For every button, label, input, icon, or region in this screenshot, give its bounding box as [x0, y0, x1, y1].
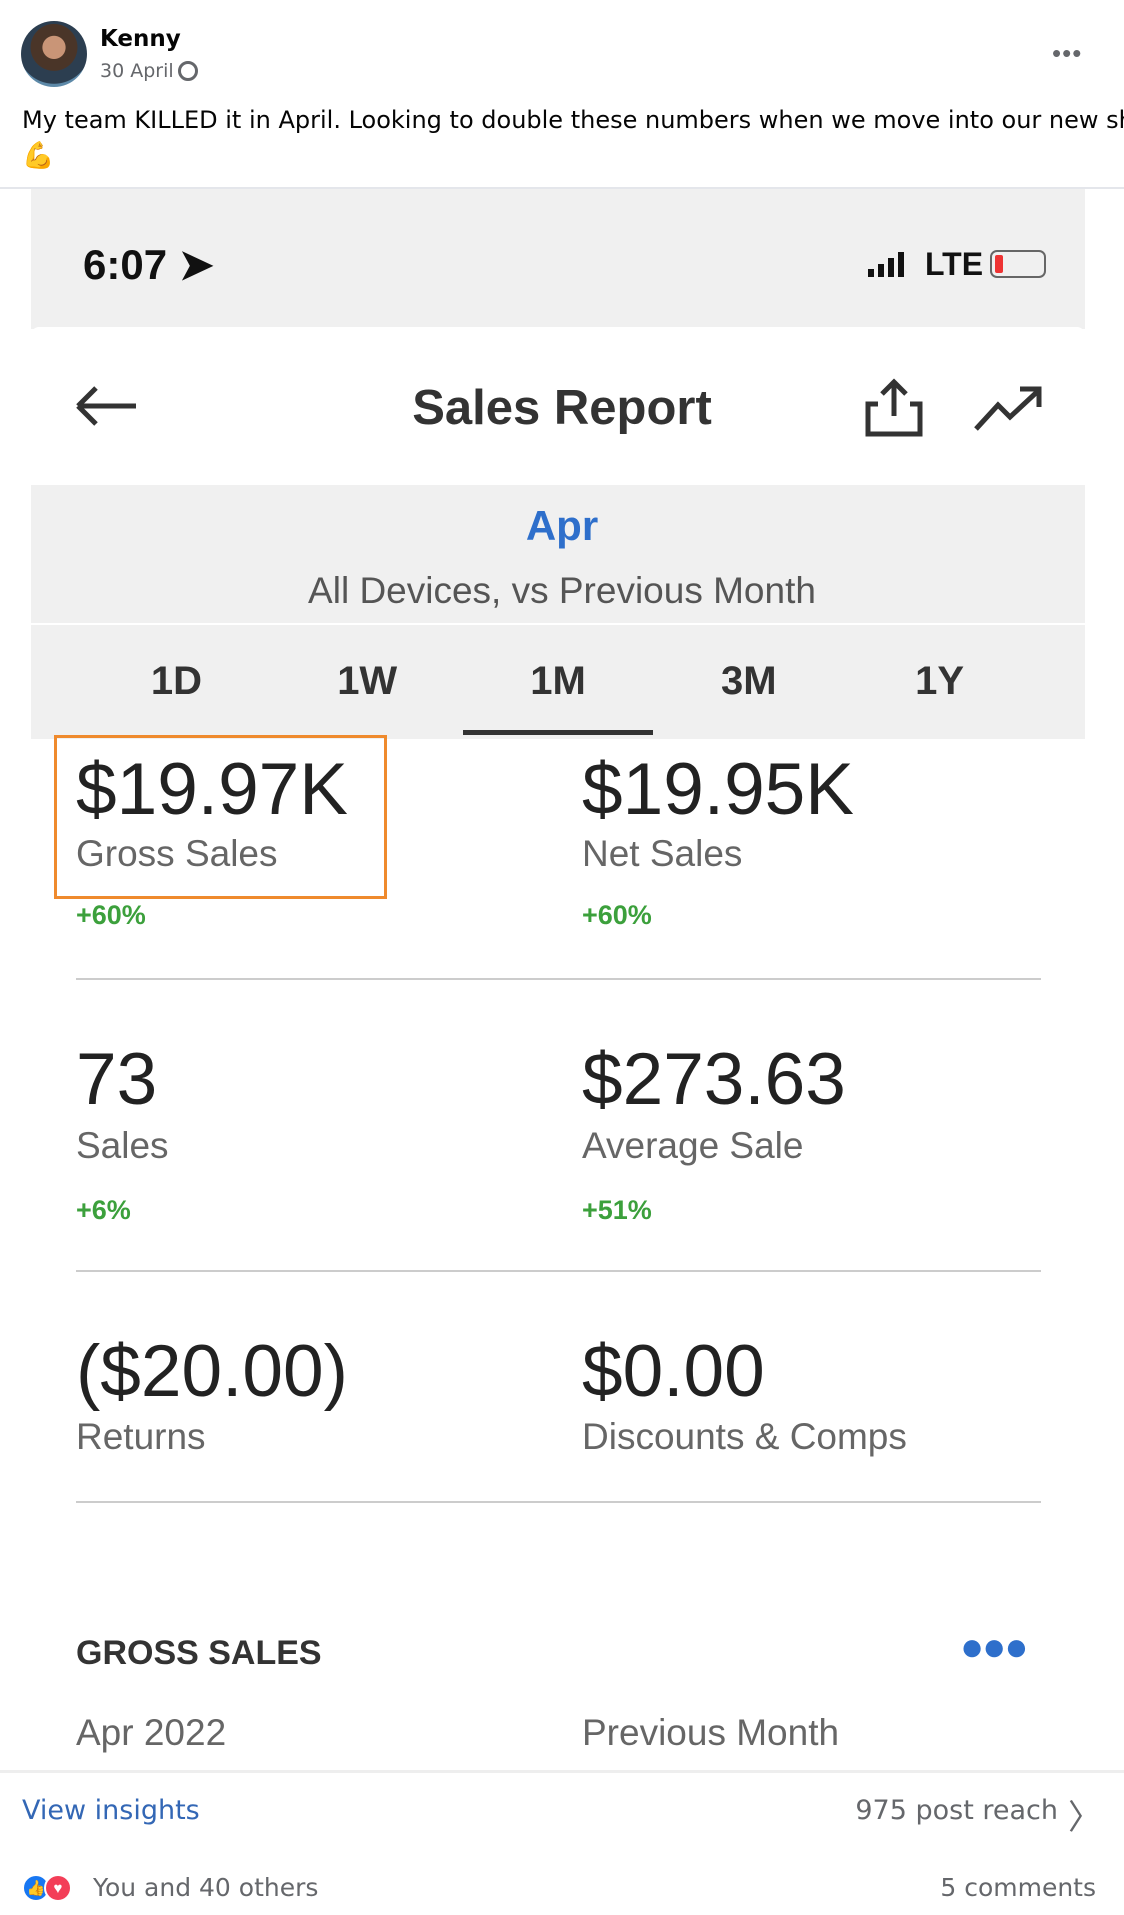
tab-1y[interactable]: 1Y — [915, 659, 965, 703]
discounts-value: $0.00 — [582, 1331, 765, 1412]
net-sales-label: Net Sales — [582, 833, 743, 874]
flexed-biceps-emoji: 💪 — [22, 140, 55, 170]
reactions-count[interactable]: You and 40 others — [93, 1873, 319, 1902]
highlight-box — [54, 735, 387, 899]
page-title: Sales Report — [412, 381, 712, 435]
time-text: 6:07 — [83, 241, 168, 288]
gross-sales-label: Gross Sales — [76, 833, 278, 874]
gross-sales-value: $19.97K — [76, 749, 348, 830]
more-options-icon[interactable]: ••• — [1052, 38, 1083, 68]
returns-value: ($20.00) — [76, 1331, 348, 1412]
period-band — [31, 485, 1085, 623]
current-period-label: Apr 2022 — [76, 1712, 227, 1753]
average-sale-change: +51% — [582, 1195, 652, 1225]
filter-subtitle[interactable]: All Devices, vs Previous Month — [308, 570, 816, 611]
sales-count-value: 73 — [76, 1039, 158, 1120]
tab-1d[interactable]: 1D — [150, 659, 202, 703]
divider — [76, 1270, 1041, 1272]
post-reach[interactable]: 975 post reach — [855, 1795, 1058, 1826]
back-arrow-icon[interactable] — [74, 385, 140, 427]
net-sales-change: +60% — [582, 900, 652, 930]
location-arrow-icon: ➤ — [178, 241, 214, 288]
view-insights-link[interactable]: View insights — [22, 1795, 200, 1826]
avatar[interactable] — [21, 21, 87, 87]
audience-icon — [178, 61, 198, 81]
period-selector[interactable]: Apr — [525, 502, 599, 549]
network-type: LTE — [925, 246, 984, 282]
comparison-period-label: Previous Month — [582, 1712, 840, 1753]
trend-icon[interactable] — [972, 385, 1044, 433]
discounts-label: Discounts & Comps — [582, 1416, 907, 1457]
post-date[interactable]: 30 April — [100, 60, 174, 82]
tab-3m[interactable]: 3M — [721, 659, 777, 703]
section-more-icon[interactable]: ●●● — [960, 1625, 1028, 1669]
range-tabs: 1D 1W 1M 3M 1Y — [31, 625, 1085, 739]
reaction-icons[interactable]: 👍 ♥ — [22, 1874, 72, 1902]
tab-1m[interactable]: 1M — [462, 625, 654, 739]
average-sale-value: $273.63 — [582, 1039, 846, 1120]
net-sales-value: $19.95K — [582, 749, 854, 830]
section-title: GROSS SALES — [76, 1634, 322, 1672]
chevron-right-icon[interactable]: 〉 — [1068, 1799, 1102, 1837]
love-icon: ♥ — [44, 1874, 72, 1902]
author-name[interactable]: Kenny — [100, 26, 181, 52]
tab-1w[interactable]: 1W — [337, 659, 398, 703]
battery-icon — [990, 250, 1046, 278]
average-sale-label: Average Sale — [582, 1125, 804, 1166]
share-icon[interactable] — [864, 378, 924, 438]
sales-count-change: +6% — [76, 1195, 131, 1225]
status-time: 6:07 ➤ — [83, 240, 214, 289]
divider — [76, 1501, 1041, 1503]
divider — [0, 1770, 1124, 1773]
divider — [76, 978, 1041, 980]
gross-sales-change: +60% — [76, 900, 146, 930]
sales-count-label: Sales — [76, 1125, 169, 1166]
comments-count[interactable]: 5 comments — [940, 1873, 1096, 1902]
signal-icon — [868, 252, 904, 277]
divider — [0, 187, 1124, 189]
returns-label: Returns — [76, 1416, 206, 1457]
post-text: My team KILLED it in April. Looking to d… — [22, 106, 1124, 134]
phone-status-bar — [31, 189, 1085, 329]
